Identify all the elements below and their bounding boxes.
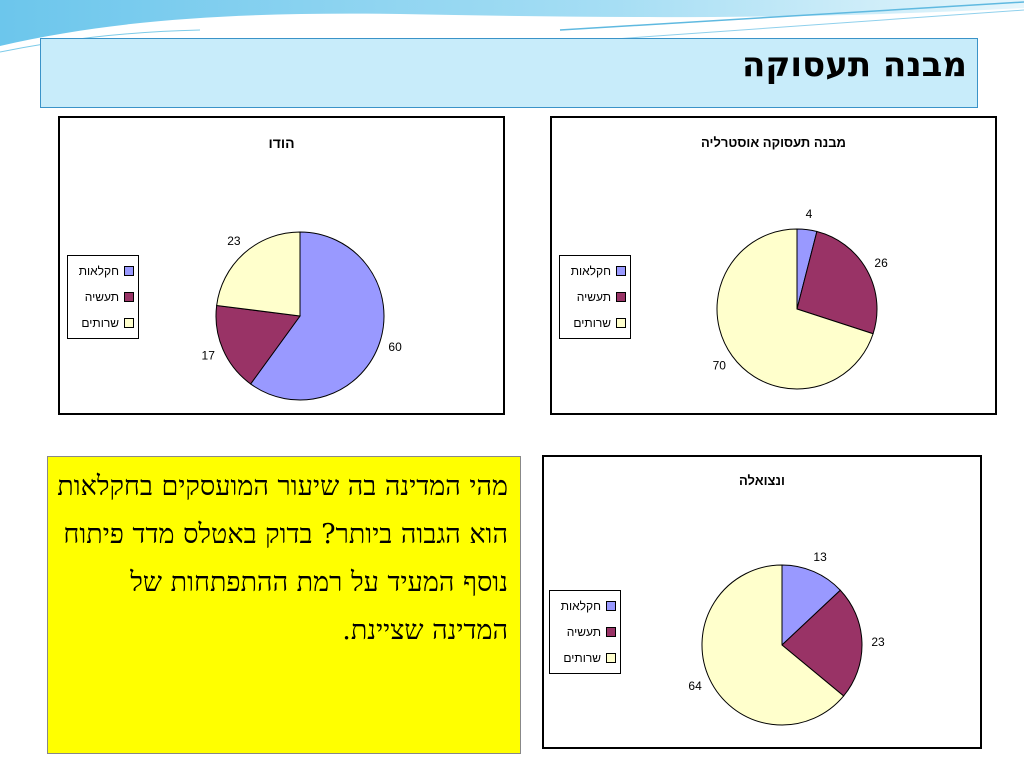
- legend-label: שרותים: [563, 651, 601, 665]
- legend-swatch: [124, 318, 134, 328]
- legend-label: תעשיה: [84, 290, 119, 304]
- venezuela-chart: ונצואלה 13 23 64 חקלאות תעשיה שרותים: [542, 455, 982, 749]
- legend-swatch: [124, 292, 134, 302]
- data-label-agriculture: 13: [813, 550, 827, 564]
- chart-legend: חקלאות תעשיה שרותים: [549, 590, 621, 674]
- header-decoration: [0, 0, 1024, 53]
- legend-item: תעשיה: [564, 284, 626, 310]
- data-label-agriculture: 4: [806, 207, 813, 221]
- venezuela-pie-svg: ונצואלה 13 23 64: [688, 473, 885, 726]
- legend-swatch: [616, 292, 626, 302]
- legend-swatch: [616, 318, 626, 328]
- chart-title: הודו: [268, 135, 294, 151]
- legend-item: תעשיה: [554, 619, 616, 645]
- legend-item: חקלאות: [564, 258, 626, 284]
- pie-slice-agriculture: [249, 231, 385, 401]
- chart-legend: חקלאות תעשיה שרותים: [559, 255, 631, 339]
- legend-label: שרותים: [81, 316, 119, 330]
- data-label-services: 23: [227, 234, 241, 248]
- india-chart: הודו 60 17 23 חקלאות תעשיה שרותים: [58, 116, 505, 415]
- data-label-services: 64: [688, 679, 702, 693]
- pie-slice-services: [701, 564, 845, 726]
- chart-title: מבנה תעסוקה אוסטרליה: [701, 135, 846, 150]
- legend-swatch: [606, 601, 616, 611]
- data-label-industry: 23: [871, 635, 885, 649]
- pie-slice-services: [716, 228, 874, 390]
- title-bar: מבנה תעסוקה: [40, 38, 978, 108]
- pie-slice-industry: [215, 304, 301, 385]
- legend-label: תעשיה: [576, 290, 611, 304]
- pie-slice-services: [216, 231, 301, 317]
- legend-item: שרותים: [564, 310, 626, 336]
- legend-swatch: [606, 653, 616, 663]
- australia-chart: מבנה תעסוקה אוסטרליה 4 26 70 חקלאות תעשיה שרות…: [550, 116, 997, 415]
- question-text: מהי המדינה בה שיעור המועסקים בחקלאות הוא…: [57, 471, 508, 646]
- chart-title: ונצואלה: [739, 473, 785, 488]
- legend-item: שרותים: [72, 310, 134, 336]
- pie-slice-agriculture: [781, 564, 842, 647]
- question-box: מהי המדינה בה שיעור המועסקים בחקלאות הוא…: [47, 456, 521, 754]
- data-label-industry: 17: [202, 349, 216, 363]
- pie-slice-industry: [781, 589, 863, 697]
- legend-label: תעשיה: [566, 625, 601, 639]
- data-label-services: 70: [713, 358, 727, 372]
- india-pie-svg: הודו 60 17 23: [202, 135, 402, 401]
- australia-pie-svg: מבנה תעסוקה אוסטרליה 4 26 70: [701, 135, 888, 390]
- pie-slice-industry: [796, 230, 878, 335]
- legend-swatch: [124, 266, 134, 276]
- legend-item: חקלאות: [554, 593, 616, 619]
- legend-item: חקלאות: [72, 258, 134, 284]
- data-label-agriculture: 60: [388, 340, 402, 354]
- page-title: מבנה תעסוקה: [742, 45, 967, 85]
- data-label-industry: 26: [874, 256, 888, 270]
- legend-label: חקלאות: [570, 264, 611, 278]
- legend-swatch: [606, 627, 616, 637]
- legend-item: שרותים: [554, 645, 616, 671]
- legend-swatch: [616, 266, 626, 276]
- legend-label: שרותים: [573, 316, 611, 330]
- legend-label: חקלאות: [560, 599, 601, 613]
- legend-item: תעשיה: [72, 284, 134, 310]
- legend-label: חקלאות: [78, 264, 119, 278]
- chart-legend: חקלאות תעשיה שרותים: [67, 255, 139, 339]
